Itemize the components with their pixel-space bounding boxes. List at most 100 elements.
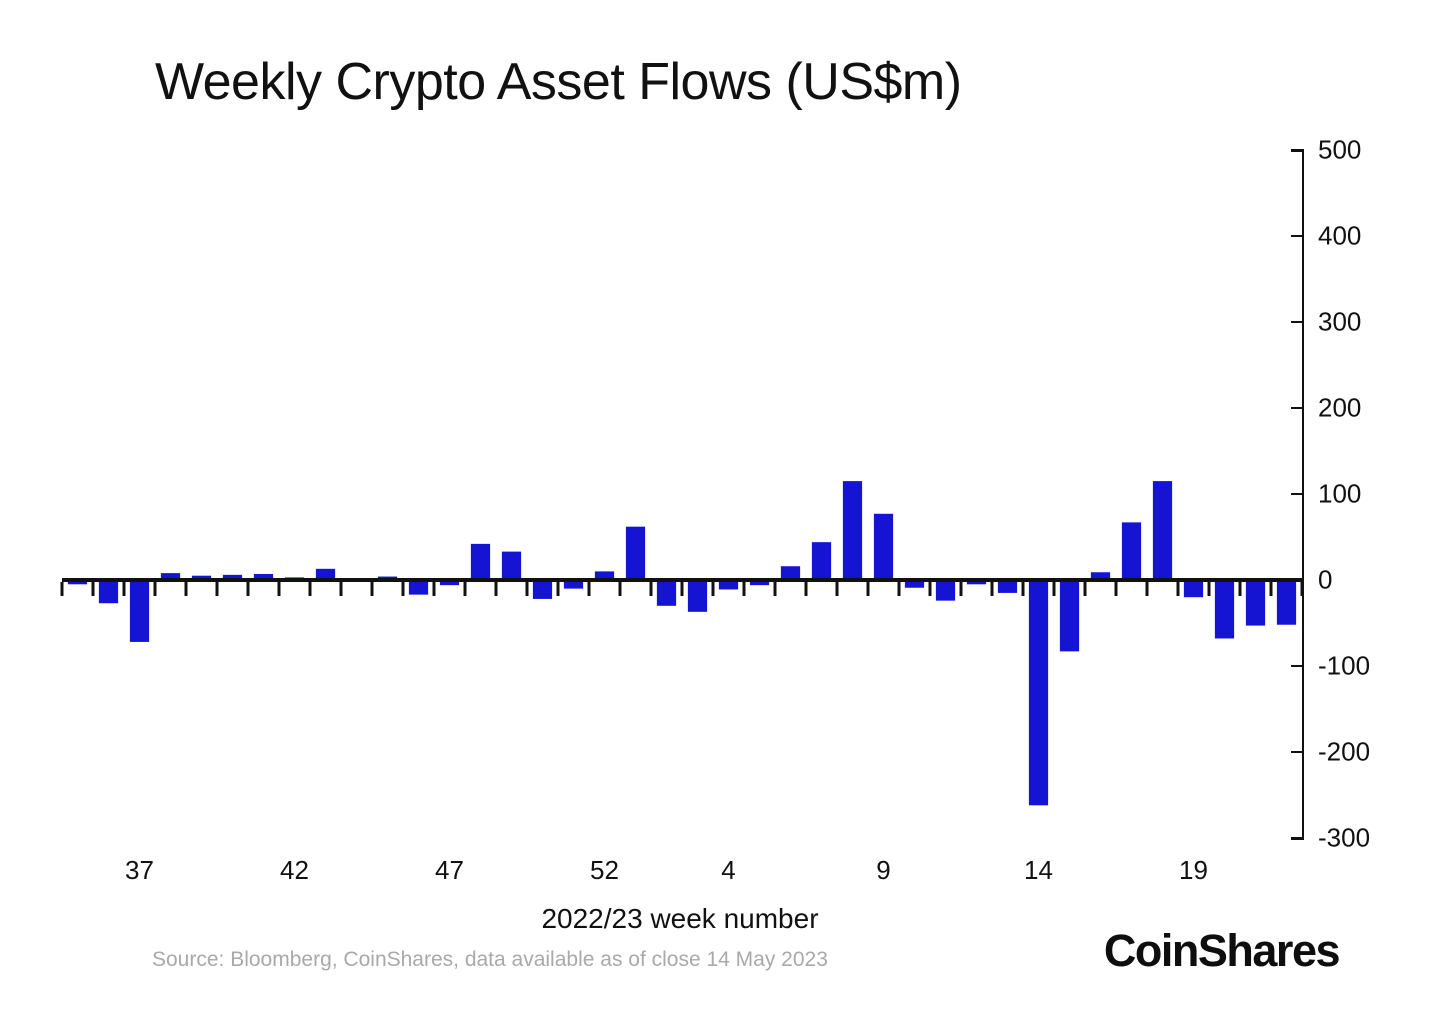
- y-axis-tick: [1291, 837, 1304, 839]
- coinshares-logo: CoinShares: [1103, 925, 1341, 976]
- x-axis-tick: [1145, 582, 1149, 596]
- bar: [811, 542, 832, 580]
- x-axis-tick: [60, 582, 64, 596]
- x-axis-tick: [339, 582, 343, 596]
- x-axis-tick-label: 4: [721, 855, 736, 885]
- x-axis-tick: [401, 582, 405, 596]
- x-axis-tick: [1207, 582, 1211, 596]
- x-axis-tick: [866, 582, 870, 596]
- x-axis-tick: [773, 582, 777, 596]
- x-axis-tick: [153, 582, 157, 596]
- bar: [98, 580, 119, 604]
- y-axis-top-cap: [1291, 150, 1304, 152]
- bar: [470, 543, 491, 580]
- x-axis-title: 2022/23 week number: [541, 903, 819, 934]
- x-axis-tick: [680, 582, 684, 596]
- bar: [1214, 580, 1235, 639]
- x-axis-tick: [1052, 582, 1056, 596]
- y-axis-tick-label: -200: [1318, 736, 1371, 767]
- bar: [191, 575, 212, 580]
- x-axis-tick: [370, 582, 374, 596]
- x-axis-tick: [990, 582, 994, 596]
- x-axis-tick: [277, 582, 281, 596]
- x-axis-tick: [122, 582, 126, 596]
- bar-series: [60, 481, 1304, 806]
- x-axis-tick: [432, 582, 436, 596]
- bar: [594, 571, 615, 580]
- x-axis-tick: [897, 582, 901, 596]
- bar: [656, 580, 677, 606]
- x-axis-tick: [649, 582, 653, 596]
- x-axis-tick: [711, 582, 715, 596]
- bar: [842, 481, 863, 580]
- bar: [1059, 580, 1080, 652]
- bar: [625, 526, 646, 580]
- bar: [563, 580, 584, 589]
- bar: [315, 568, 336, 580]
- x-axis-tick: [556, 582, 560, 596]
- bar: [439, 580, 460, 586]
- bar: [1245, 580, 1266, 626]
- bar: [780, 566, 801, 580]
- x-axis-tick: [494, 582, 498, 596]
- y-axis-tick: [1291, 149, 1304, 151]
- y-axis-tick: [1291, 407, 1304, 409]
- bar: [1183, 580, 1204, 598]
- bar: [1090, 572, 1111, 580]
- x-axis-tick: [1238, 582, 1242, 596]
- x-axis-tick: [1083, 582, 1087, 596]
- source-note: Source: Bloomberg, CoinShares, data avai…: [152, 948, 828, 971]
- x-axis-tick: [1269, 582, 1273, 596]
- bar: [222, 574, 243, 580]
- x-axis-tick-label: 42: [280, 855, 309, 885]
- y-axis-tick: [1291, 235, 1304, 237]
- y-axis-tick-label: 0: [1318, 564, 1333, 595]
- x-axis-tick: [1114, 582, 1118, 596]
- bar: [997, 580, 1018, 593]
- bar: [873, 513, 894, 580]
- x-axis-tick: [215, 582, 219, 596]
- bar: [749, 580, 770, 586]
- x-axis-tick: [618, 582, 622, 596]
- y-axis-tick-label: -100: [1318, 650, 1371, 681]
- x-axis-tick: [1176, 582, 1180, 596]
- y-axis-tick: [1291, 493, 1304, 495]
- x-axis-tick-label: 19: [1179, 855, 1208, 885]
- y-axis-line: [1302, 150, 1304, 840]
- y-axis-bottom-cap: [1291, 838, 1304, 840]
- y-axis-tick-label: 500: [1318, 134, 1362, 165]
- y-axis-tick-label: 400: [1318, 220, 1362, 251]
- y-axis-tick-label: -300: [1318, 822, 1371, 853]
- bar: [904, 580, 925, 588]
- x-axis-tick: [804, 582, 808, 596]
- x-axis-tick: [525, 582, 529, 596]
- x-axis-tick-label: 47: [435, 855, 464, 885]
- bar: [253, 573, 274, 580]
- x-axis-tick: [928, 582, 932, 596]
- bar: [160, 573, 181, 580]
- x-axis-tick: [959, 582, 963, 596]
- bar: [718, 580, 739, 590]
- y-axis-tick-label: 300: [1318, 306, 1362, 337]
- bar: [501, 551, 522, 580]
- bar: [1276, 580, 1297, 625]
- y-axis-tick: [1291, 321, 1304, 323]
- bar: [129, 580, 150, 642]
- x-axis-tick: [246, 582, 250, 596]
- bar: [966, 580, 987, 585]
- bar: [1152, 481, 1173, 580]
- x-axis-tick: [835, 582, 839, 596]
- x-axis-tick: [1021, 582, 1025, 596]
- bar: [1028, 580, 1049, 806]
- x-axis-tick: [184, 582, 188, 596]
- bar: [687, 580, 708, 612]
- y-axis-tick: [1291, 579, 1304, 581]
- y-axis-tick: [1291, 751, 1304, 753]
- bar: [935, 580, 956, 601]
- chart-title: Weekly Crypto Asset Flows (US$m): [155, 53, 962, 111]
- x-axis-tick: [308, 582, 312, 596]
- bar: [1121, 522, 1142, 580]
- x-axis-tick-label: 14: [1024, 855, 1053, 885]
- bar: [67, 580, 88, 585]
